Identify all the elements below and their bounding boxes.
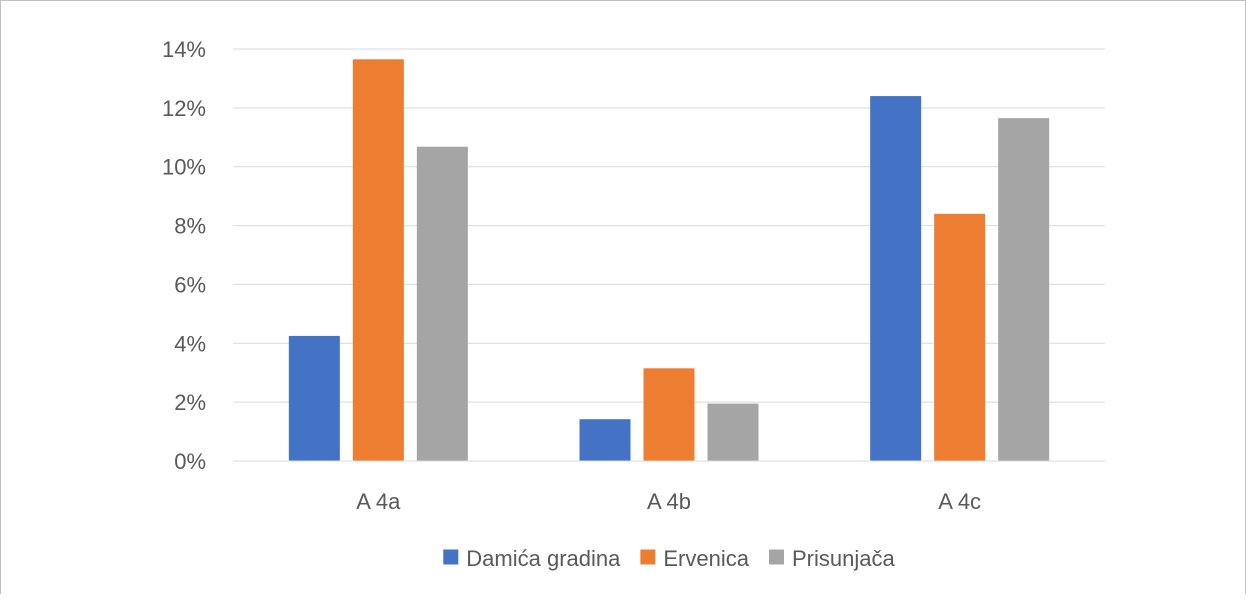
- y-tick-label: 12%: [162, 96, 206, 121]
- legend-label: Ervenica: [663, 546, 749, 571]
- bar-prisunja-a-a-4a: [416, 146, 468, 461]
- bar-dami-a-gradina-a-4b: [579, 419, 631, 461]
- legend-item: Damića gradina: [443, 546, 621, 571]
- legend-item: Prisunjača: [768, 546, 895, 571]
- y-tick-label: 0%: [174, 449, 206, 474]
- bar-dami-a-gradina-a-4a: [288, 335, 340, 461]
- x-tick-label: A 4a: [356, 489, 401, 514]
- y-tick-label: 2%: [174, 390, 206, 415]
- bar-prisunja-a-a-4c: [998, 118, 1050, 462]
- bar-ervenica-a-4c: [934, 213, 986, 461]
- legend-label: Prisunjača: [792, 546, 895, 571]
- x-tick-label: A 4c: [938, 489, 981, 514]
- legend-swatch: [443, 549, 459, 565]
- legend-swatch: [768, 549, 784, 565]
- y-tick-label: 10%: [162, 155, 206, 180]
- bars: [288, 59, 1050, 462]
- y-tick-label: 6%: [174, 272, 206, 297]
- x-tick-label: A 4b: [647, 489, 691, 514]
- y-axis-ticks: 0% 2% 4% 6% 8% 10% 12% 14%: [162, 37, 206, 474]
- bar-ervenica-a-4b: [643, 368, 695, 461]
- legend-item: Ervenica: [640, 546, 750, 571]
- y-tick-label: 8%: [174, 214, 206, 239]
- x-axis-labels: A 4a A 4b A 4c: [356, 489, 981, 514]
- y-tick-label: 4%: [174, 331, 206, 356]
- legend-swatch: [640, 549, 656, 565]
- bar-ervenica-a-4a: [352, 59, 404, 462]
- legend: Damića gradina Ervenica Prisunjača: [443, 546, 895, 571]
- bar-prisunja-a-a-4b: [707, 403, 759, 461]
- bar-dami-a-gradina-a-4c: [870, 96, 922, 461]
- legend-label: Damića gradina: [466, 546, 621, 571]
- y-tick-label: 14%: [162, 37, 206, 62]
